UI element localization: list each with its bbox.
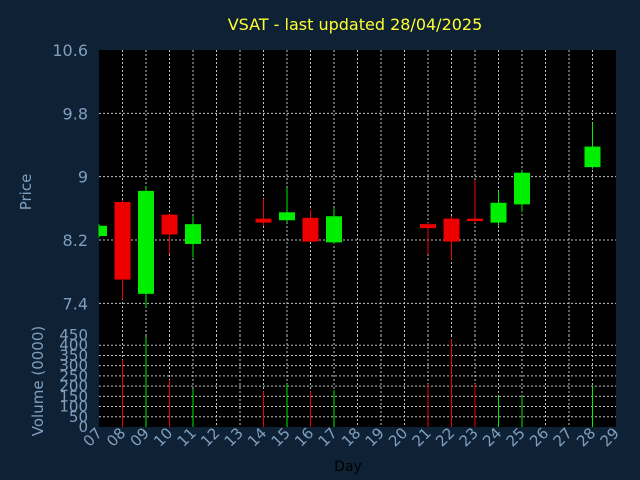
price-tick-label: 9.8 bbox=[63, 104, 88, 123]
day-tick-label: 08 bbox=[103, 424, 129, 450]
day-tick-label: 09 bbox=[127, 424, 153, 450]
volume-tick-label: 150 bbox=[59, 387, 88, 405]
volume-tick-label: 200 bbox=[59, 377, 88, 395]
candle-body bbox=[114, 202, 131, 280]
day-axis-ticks: 0708091011121314151617181920212223242526… bbox=[80, 424, 623, 450]
day-tick-label: 16 bbox=[291, 424, 317, 450]
day-tick-label: 29 bbox=[597, 424, 623, 450]
price-plot-area bbox=[99, 50, 616, 335]
day-tick-label: 21 bbox=[409, 424, 435, 450]
day-tick-label: 28 bbox=[573, 424, 599, 450]
volume-tick-label: 100 bbox=[59, 398, 88, 416]
candle-body bbox=[420, 224, 436, 229]
day-tick-label: 25 bbox=[503, 424, 529, 450]
day-tick-label: 18 bbox=[338, 424, 364, 450]
candle-body bbox=[99, 225, 107, 237]
day-tick-label: 23 bbox=[456, 424, 482, 450]
candle-body bbox=[490, 202, 507, 223]
price-axis-ticks: 7.4 8.2 9 9.8 10.6 bbox=[52, 41, 88, 313]
candle-body bbox=[302, 217, 319, 242]
volume-tick-label: 50 bbox=[69, 408, 88, 426]
volume-tick-label: 350 bbox=[59, 346, 88, 364]
day-tick-label: 19 bbox=[362, 424, 388, 450]
candle-body bbox=[584, 146, 601, 168]
candle-body bbox=[326, 216, 342, 243]
volume-axis-label: Volume (0000) bbox=[29, 326, 47, 436]
day-tick-label: 27 bbox=[550, 424, 576, 450]
day-tick-label: 22 bbox=[432, 424, 458, 450]
day-tick-label: 10 bbox=[150, 424, 176, 450]
volume-tick-label: 0 bbox=[78, 418, 88, 436]
day-tick-label: 20 bbox=[385, 424, 411, 450]
day-tick-label: 11 bbox=[174, 424, 200, 450]
day-tick-label: 12 bbox=[197, 424, 223, 450]
volume-tick-label: 450 bbox=[59, 326, 88, 344]
day-tick-label: 24 bbox=[479, 424, 505, 450]
day-tick-label: 17 bbox=[315, 424, 341, 450]
price-axis-label: Price bbox=[17, 174, 35, 211]
candle-body bbox=[279, 212, 295, 221]
day-tick-label: 14 bbox=[244, 424, 270, 450]
volume-tick-label: 300 bbox=[59, 357, 88, 375]
volume-tick-label: 400 bbox=[59, 336, 88, 354]
candle-body bbox=[138, 190, 154, 294]
candle-body bbox=[514, 172, 530, 205]
day-tick-label: 26 bbox=[526, 424, 552, 450]
chart-title: VSAT - last updated 28/04/2025 bbox=[228, 15, 483, 34]
candle-body bbox=[467, 218, 483, 221]
day-tick-label: 15 bbox=[268, 424, 294, 450]
day-tick-label: 13 bbox=[221, 424, 247, 450]
candlestick-series bbox=[98, 122, 601, 308]
price-tick-label: 10.6 bbox=[52, 41, 88, 60]
price-tick-label: 7.4 bbox=[63, 294, 88, 313]
price-tick-label: 9 bbox=[78, 168, 88, 187]
volume-series bbox=[122, 337, 593, 427]
candle-body bbox=[161, 214, 178, 235]
candle-body bbox=[443, 218, 460, 242]
volume-tick-label: 250 bbox=[59, 367, 88, 385]
candle-body bbox=[255, 218, 272, 223]
day-axis-label: Day bbox=[334, 459, 362, 475]
candle-body bbox=[185, 224, 201, 244]
price-tick-label: 8.2 bbox=[63, 231, 88, 250]
